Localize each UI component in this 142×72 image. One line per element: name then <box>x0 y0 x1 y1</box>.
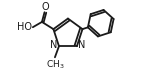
Text: N: N <box>79 40 86 50</box>
Text: HO: HO <box>17 22 32 32</box>
Text: N: N <box>50 40 57 50</box>
Text: O: O <box>41 2 49 12</box>
Text: CH$_3$: CH$_3$ <box>46 58 64 71</box>
